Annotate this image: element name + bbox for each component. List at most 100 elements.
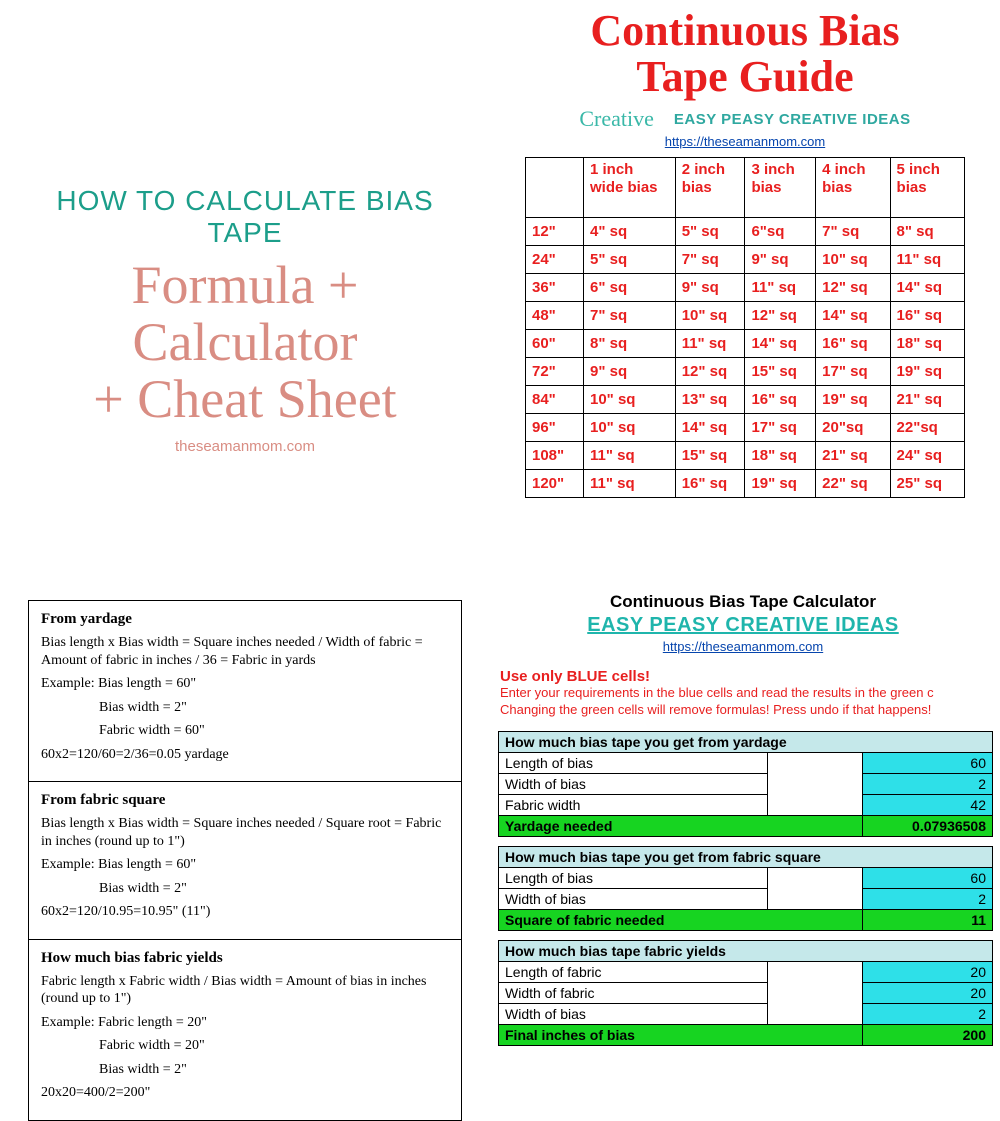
square-section: From fabric square Bias length x Bias wi… [29,782,461,940]
guide-cell: 7" sq [816,218,890,246]
guide-row: 72"9" sq12" sq15" sq17" sq19" sq [526,358,965,386]
guide-cell: 24" [526,246,584,274]
guide-cell: 120" [526,470,584,498]
guide-cell: 60" [526,330,584,358]
guide-row: 96"10" sq14" sq17" sq20"sq22"sq [526,414,965,442]
guide-cell: 16" sq [675,470,745,498]
guide-cell: 18" sq [890,330,964,358]
logo-text: Creative [579,106,654,132]
guide-row: 12"4" sq5" sq6"sq7" sq8" sq [526,218,965,246]
calc-t3-r1-val[interactable]: 20 [863,961,993,982]
yardage-formula: Bias length x Bias width = Square inches… [41,634,449,669]
guide-cell: 72" [526,358,584,386]
guide-cell: 12" sq [675,358,745,386]
calc-t1-r1-val[interactable]: 60 [863,752,993,773]
calc-t1-r2-val[interactable]: 2 [863,773,993,794]
calc-t2-r2-label: Width of bias [499,888,768,909]
calc-table-yardage: How much bias tape you get from yardage … [498,731,993,1046]
calc-t2-r2-val[interactable]: 2 [863,888,993,909]
formula-box: From yardage Bias length x Bias width = … [28,600,462,1121]
guide-header-row: 1 inch wide bias2 inch bias3 inch bias4 … [526,158,965,218]
guide-subtitle: EASY PEASY CREATIVE IDEAS [674,111,911,128]
guide-cell: 5" sq [675,218,745,246]
guide-cell: 21" sq [890,386,964,414]
square-formula: Bias length x Bias width = Square inches… [41,815,449,850]
yardage-section: From yardage Bias length x Bias width = … [29,601,461,782]
calc-t2-r1-label: Length of bias [499,867,768,888]
calc-t3-r4-val: 200 [863,1024,993,1045]
guide-cell: 17" sq [745,414,816,442]
guide-row: 60"8" sq11" sq14" sq16" sq18" sq [526,330,965,358]
guide-cell: 17" sq [816,358,890,386]
formula-panel: From yardage Bias length x Bias width = … [0,580,490,1093]
calc-t2-r3-label: Square of fabric needed [499,909,863,930]
guide-url[interactable]: https://theseamanmom.com [490,134,1000,149]
calc-t3-header: How much bias tape fabric yields [499,940,993,961]
guide-cell: 16" sq [816,330,890,358]
guide-row: 108"11" sq15" sq18" sq21" sq24" sq [526,442,965,470]
yields-ex2: Fabric width = 20" [41,1037,449,1055]
guide-cell: 96" [526,414,584,442]
calc-t3-r3-val[interactable]: 2 [863,1003,993,1024]
guide-row: 24"5" sq7" sq9" sq10" sq11" sq [526,246,965,274]
calc-t1-header: How much bias tape you get from yardage [499,731,993,752]
guide-row: 48"7" sq10" sq12" sq14" sq16" sq [526,302,965,330]
calc-warning-bold: Use only BLUE cells! [494,668,992,685]
guide-cell: 13" sq [675,386,745,414]
calc-t1-r4-label: Yardage needed [499,815,863,836]
yields-title: How much bias fabric yields [41,950,449,967]
calc-t1-r4-val: 0.07936508 [863,815,993,836]
guide-cell: 36" [526,274,584,302]
calc-t3-r3-label: Width of bias [499,1003,768,1024]
guide-cell: 9" sq [584,358,676,386]
guide-cell: 8" sq [890,218,964,246]
guide-cell: 25" sq [890,470,964,498]
bias-guide-table: 1 inch wide bias2 inch bias3 inch bias4 … [525,157,965,498]
guide-cell: 10" sq [816,246,890,274]
guide-cell: 6" sq [584,274,676,302]
yardage-ex1: Example: Bias length = 60" [41,675,449,693]
guide-col-header: 1 inch wide bias [584,158,676,218]
guide-col-header: 4 inch bias [816,158,890,218]
guide-cell: 108" [526,442,584,470]
calc-t3-r2-label: Width of fabric [499,982,768,1003]
calc-t3-r2-val[interactable]: 20 [863,982,993,1003]
square-ex1: Example: Bias length = 60" [41,856,449,874]
guide-cell: 11" sq [584,470,676,498]
guide-col-header: 2 inch bias [675,158,745,218]
guide-cell: 8" sq [584,330,676,358]
guide-col-header: 3 inch bias [745,158,816,218]
guide-cell: 16" sq [890,302,964,330]
calc-t2-r1-val[interactable]: 60 [863,867,993,888]
guide-cell: 14" sq [675,414,745,442]
calc-warning-2: Changing the green cells will remove for… [494,702,992,719]
yardage-ex4: 60x2=120/60=2/36=0.05 yardage [41,746,449,764]
guide-col-header [526,158,584,218]
guide-cell: 14" sq [745,330,816,358]
guide-cell: 12" sq [745,302,816,330]
guide-cell: 48" [526,302,584,330]
guide-cell: 11" sq [675,330,745,358]
calc-t1-r3-val[interactable]: 42 [863,794,993,815]
calc-t1-r3-label: Fabric width [499,794,768,815]
guide-cell: 19" sq [890,358,964,386]
guide-cell: 22" sq [816,470,890,498]
guide-col-header: 5 inch bias [890,158,964,218]
guide-cell: 6"sq [745,218,816,246]
guide-cell: 10" sq [675,302,745,330]
guide-cell: 15" sq [745,358,816,386]
script-subtitle: Formula + Calculator + Cheat Sheet [30,257,460,427]
guide-row: 120"11" sq16" sq19" sq22" sq25" sq [526,470,965,498]
calc-warning-1: Enter your requirements in the blue cell… [494,685,992,702]
guide-cell: 16" sq [745,386,816,414]
guide-cell: 12" sq [816,274,890,302]
guide-row: 84"10" sq13" sq16" sq19" sq21" sq [526,386,965,414]
calc-url[interactable]: https://theseamanmom.com [494,639,992,654]
guide-cell: 7" sq [584,302,676,330]
guide-cell: 12" [526,218,584,246]
yardage-ex2: Bias width = 2" [41,699,449,717]
yardage-title: From yardage [41,611,449,628]
calc-t1-r1-label: Length of bias [499,752,768,773]
guide-title: Continuous Bias Tape Guide [490,8,1000,100]
guide-cell: 24" sq [890,442,964,470]
